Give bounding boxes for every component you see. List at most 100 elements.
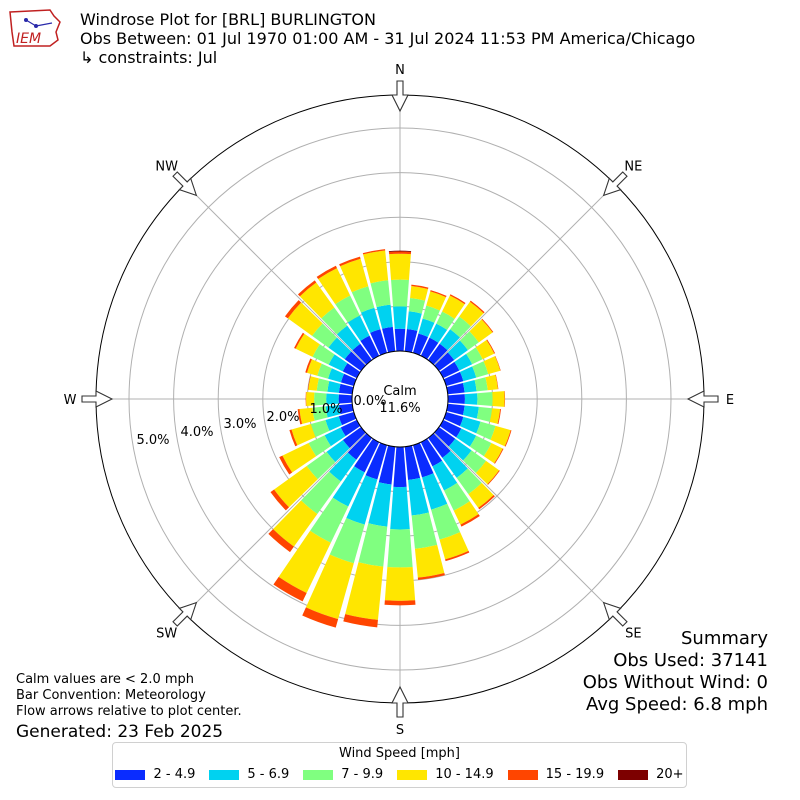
bar-segment bbox=[316, 378, 330, 392]
bar-segment bbox=[483, 443, 503, 464]
legend-item: 20+ bbox=[618, 767, 684, 782]
direction-label-ne: NE bbox=[624, 160, 642, 175]
bar-segment bbox=[475, 340, 495, 360]
bar-segment bbox=[393, 446, 407, 488]
bar-segment bbox=[305, 358, 312, 373]
bar-segment bbox=[431, 503, 461, 540]
legend-swatch bbox=[209, 769, 240, 780]
radial-label: 0.0% bbox=[353, 394, 386, 409]
flow-arrow-icon bbox=[686, 390, 719, 408]
legend-item: 2 - 4.9 bbox=[115, 767, 195, 782]
bar-segment bbox=[412, 333, 429, 356]
bar-segment bbox=[312, 323, 337, 348]
bar-segment bbox=[306, 451, 336, 480]
bar-segment bbox=[321, 307, 348, 335]
bar-segment bbox=[439, 419, 462, 438]
bar-segment bbox=[460, 416, 481, 434]
flow-arrow-icon bbox=[172, 171, 198, 197]
bar-segment bbox=[469, 435, 492, 457]
bar-segment bbox=[410, 285, 429, 301]
bar-segment bbox=[490, 425, 511, 447]
bar-segment bbox=[450, 316, 471, 338]
bar-segment bbox=[456, 428, 477, 447]
radial-label: 2.0% bbox=[266, 410, 299, 425]
bar-segment bbox=[389, 253, 411, 280]
radial-label: 4.0% bbox=[180, 425, 213, 440]
bar-segment bbox=[489, 408, 501, 424]
title-block: Windrose Plot for [BRL] BURLINGTON Obs B… bbox=[80, 10, 695, 67]
bar-segment bbox=[347, 433, 372, 460]
bar-segment bbox=[273, 576, 307, 602]
bar-segment bbox=[406, 311, 422, 331]
bar-segment bbox=[340, 258, 369, 293]
bar-segment bbox=[414, 544, 445, 578]
bar-segment bbox=[297, 280, 317, 297]
bar-segment bbox=[291, 424, 316, 446]
flow-arrow-icon bbox=[602, 601, 628, 627]
bar-segment bbox=[314, 392, 327, 406]
bar-segment bbox=[335, 295, 360, 323]
legend-label: 15 - 19.9 bbox=[545, 767, 605, 782]
bar-segment bbox=[351, 286, 375, 313]
bar-segment bbox=[352, 343, 372, 365]
bar-segment bbox=[469, 300, 485, 314]
legend-item: 7 - 9.9 bbox=[303, 767, 383, 782]
svg-text:IEM: IEM bbox=[16, 31, 41, 47]
bar-segment bbox=[384, 566, 416, 601]
bar-segment bbox=[329, 452, 357, 482]
bar-segment bbox=[342, 427, 366, 449]
radial-label: 5.0% bbox=[136, 433, 169, 448]
bar-segment bbox=[430, 290, 447, 298]
bar-segment bbox=[343, 614, 378, 628]
bar-segment bbox=[301, 471, 341, 515]
bar-segment bbox=[408, 297, 426, 314]
bar-segment bbox=[442, 295, 465, 319]
bar-segment bbox=[308, 376, 319, 391]
bar-segment bbox=[326, 393, 339, 405]
flow-arrow-icon bbox=[172, 601, 198, 627]
bar-segment bbox=[338, 394, 353, 404]
bar-segment bbox=[294, 332, 305, 349]
bar-segment bbox=[492, 391, 505, 407]
bar-segment bbox=[295, 333, 320, 357]
bar-segment bbox=[454, 353, 473, 371]
bar-segment bbox=[477, 392, 493, 406]
bar-convention-note: Bar Convention: Meteorology bbox=[16, 688, 206, 703]
bar-segment bbox=[459, 301, 484, 327]
bar-segment bbox=[439, 532, 469, 560]
bar-segment bbox=[360, 335, 380, 360]
bar-segment bbox=[287, 302, 323, 336]
bar-segment bbox=[336, 325, 361, 351]
bar-segment bbox=[278, 530, 331, 593]
bar-segment bbox=[342, 363, 361, 379]
bar-segment bbox=[453, 501, 479, 525]
bar-segment bbox=[305, 391, 307, 407]
bar-segment bbox=[476, 406, 493, 422]
bar-segment bbox=[447, 394, 465, 404]
bar-segment bbox=[310, 419, 330, 438]
legend-label: 20+ bbox=[656, 767, 684, 782]
bar-segment bbox=[443, 371, 464, 387]
plot-title: Windrose Plot for [BRL] BURLINGTON bbox=[80, 10, 376, 29]
legend-item: 10 - 14.9 bbox=[397, 767, 494, 782]
bar-segment bbox=[428, 433, 451, 458]
bar-segment bbox=[308, 435, 331, 457]
bar-segment bbox=[412, 442, 434, 478]
legend-item: 5 - 6.9 bbox=[209, 767, 289, 782]
bar-segment bbox=[299, 407, 315, 424]
iem-logo: IEM bbox=[6, 6, 64, 50]
avg-speed: Avg Speed: 6.8 mph bbox=[586, 694, 768, 715]
bar-segment bbox=[325, 416, 343, 431]
bar-segment bbox=[368, 482, 392, 527]
bar-segment bbox=[476, 421, 496, 440]
legend-label: 10 - 14.9 bbox=[435, 767, 494, 782]
bar-segment bbox=[420, 337, 439, 360]
bar-segment bbox=[274, 466, 318, 508]
bar-segment bbox=[411, 284, 429, 289]
summary-block: Summary Obs Used: 37141 Obs Without Wind… bbox=[583, 628, 768, 716]
bar-segment bbox=[422, 473, 448, 510]
bar-segment bbox=[360, 307, 381, 333]
notes-block: Calm values are < 2.0 mph Bar Convention… bbox=[16, 672, 242, 743]
bar-segment bbox=[332, 466, 365, 507]
